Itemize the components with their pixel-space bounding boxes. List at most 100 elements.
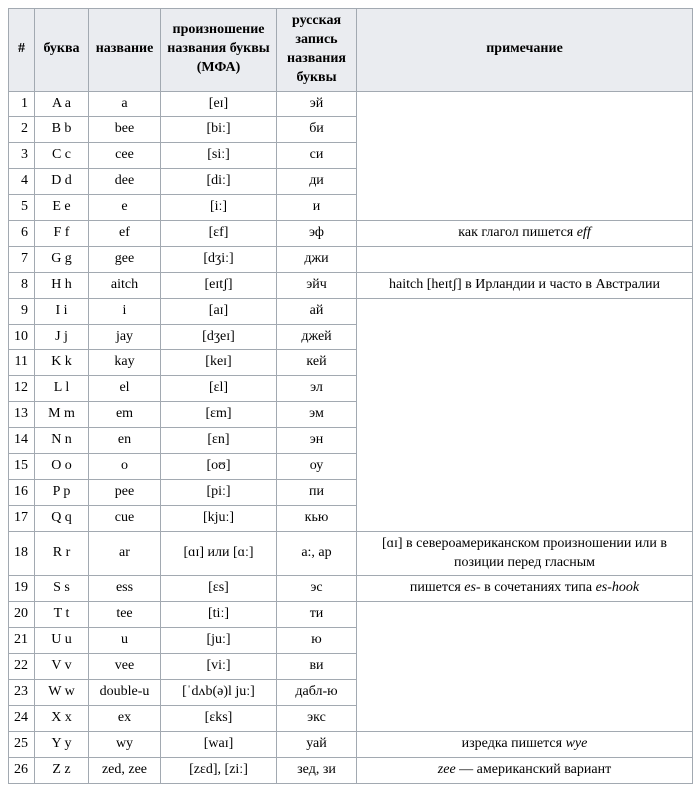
cell-num: 7: [9, 246, 35, 272]
cell-cyr: ю: [277, 628, 357, 654]
cell-num: 26: [9, 757, 35, 783]
cell-cyr: си: [277, 143, 357, 169]
cell-name: pee: [89, 479, 161, 505]
table-row: 5E ee[iː]и: [9, 195, 693, 221]
table-row: 11K kkay[keɪ]кей: [9, 350, 693, 376]
cell-ipa: [ɛf]: [161, 221, 277, 247]
cell-note: [357, 324, 693, 350]
cell-ipa: [iː]: [161, 195, 277, 221]
cell-ipa: [eɪ]: [161, 91, 277, 117]
table-row: 4D ddee[diː]ди: [9, 169, 693, 195]
cell-ipa: [biː]: [161, 117, 277, 143]
cell-letter: N n: [35, 428, 89, 454]
cell-name: jay: [89, 324, 161, 350]
cell-letter: K k: [35, 350, 89, 376]
cell-cyr: ти: [277, 602, 357, 628]
cell-num: 4: [9, 169, 35, 195]
cell-num: 19: [9, 576, 35, 602]
cell-num: 6: [9, 221, 35, 247]
cell-note: [357, 169, 693, 195]
cell-letter: X x: [35, 705, 89, 731]
table-row: 8H haitch[eɪtʃ]эйчhaitch [heɪtʃ] в Ирлан…: [9, 272, 693, 298]
cell-name: o: [89, 454, 161, 480]
cell-name: em: [89, 402, 161, 428]
table-row: 14N nen[ɛn]эн: [9, 428, 693, 454]
cell-note: zee — американский вариант: [357, 757, 693, 783]
cell-name: tee: [89, 602, 161, 628]
table-row: 2B bbee[biː]би: [9, 117, 693, 143]
table-row: 15O oo[oʊ]оу: [9, 454, 693, 480]
cell-note: изредка пишется wye: [357, 731, 693, 757]
cell-cyr: эл: [277, 376, 357, 402]
table-row: 25Y ywy[waɪ]уайизредка пишется wye: [9, 731, 693, 757]
header-row: # буква название произношение названия б…: [9, 9, 693, 92]
cell-letter: I i: [35, 298, 89, 324]
table-body: 1A aa[eɪ]эй2B bbee[biː]би3C ccee[siː]си4…: [9, 91, 693, 783]
table-row: 21U uu[juː]ю: [9, 628, 693, 654]
cell-ipa: [eɪtʃ]: [161, 272, 277, 298]
cell-letter: A a: [35, 91, 89, 117]
cell-note: [357, 628, 693, 654]
cell-ipa: [keɪ]: [161, 350, 277, 376]
cell-num: 8: [9, 272, 35, 298]
cell-note: [357, 454, 693, 480]
cell-ipa: [piː]: [161, 479, 277, 505]
cell-name: u: [89, 628, 161, 654]
cell-name: zed, zee: [89, 757, 161, 783]
table-row: 1A aa[eɪ]эй: [9, 91, 693, 117]
cell-cyr: зед, зи: [277, 757, 357, 783]
cell-cyr: ви: [277, 654, 357, 680]
cell-note: [357, 143, 693, 169]
cell-name: e: [89, 195, 161, 221]
cell-ipa: [juː]: [161, 628, 277, 654]
cell-num: 1: [9, 91, 35, 117]
cell-cyr: экс: [277, 705, 357, 731]
cell-name: cue: [89, 505, 161, 531]
cell-ipa: [tiː]: [161, 602, 277, 628]
cell-num: 18: [9, 531, 35, 576]
cell-cyr: эн: [277, 428, 357, 454]
cell-name: ex: [89, 705, 161, 731]
cell-note: [357, 298, 693, 324]
cell-ipa: [ɛs]: [161, 576, 277, 602]
cell-name: en: [89, 428, 161, 454]
cell-name: ar: [89, 531, 161, 576]
cell-letter: R r: [35, 531, 89, 576]
cell-note: [357, 195, 693, 221]
cell-ipa: [ɛm]: [161, 402, 277, 428]
cell-ipa: [siː]: [161, 143, 277, 169]
cell-cyr: эф: [277, 221, 357, 247]
cell-letter: Z z: [35, 757, 89, 783]
cell-ipa: [kjuː]: [161, 505, 277, 531]
cell-name: double-u: [89, 680, 161, 706]
cell-letter: F f: [35, 221, 89, 247]
cell-ipa: [oʊ]: [161, 454, 277, 480]
table-row: 22V vvee[viː]ви: [9, 654, 693, 680]
cell-note: [357, 246, 693, 272]
cell-ipa: [waɪ]: [161, 731, 277, 757]
cell-num: 23: [9, 680, 35, 706]
cell-ipa: [ɛn]: [161, 428, 277, 454]
cell-note: [357, 705, 693, 731]
cell-num: 16: [9, 479, 35, 505]
cell-letter: D d: [35, 169, 89, 195]
cell-letter: M m: [35, 402, 89, 428]
cell-note: [357, 117, 693, 143]
cell-letter: V v: [35, 654, 89, 680]
cell-letter: H h: [35, 272, 89, 298]
cell-name: wy: [89, 731, 161, 757]
cell-cyr: эйч: [277, 272, 357, 298]
cell-ipa: [ɛks]: [161, 705, 277, 731]
cell-note: haitch [heɪtʃ] в Ирландии и часто в Авст…: [357, 272, 693, 298]
cell-cyr: и: [277, 195, 357, 221]
cell-name: i: [89, 298, 161, 324]
cell-note: [357, 428, 693, 454]
cell-letter: G g: [35, 246, 89, 272]
cell-letter: E e: [35, 195, 89, 221]
cell-name: vee: [89, 654, 161, 680]
cell-cyr: уай: [277, 731, 357, 757]
table-row: 20T ttee[tiː]ти: [9, 602, 693, 628]
cell-letter: W w: [35, 680, 89, 706]
cell-name: cee: [89, 143, 161, 169]
cell-num: 12: [9, 376, 35, 402]
